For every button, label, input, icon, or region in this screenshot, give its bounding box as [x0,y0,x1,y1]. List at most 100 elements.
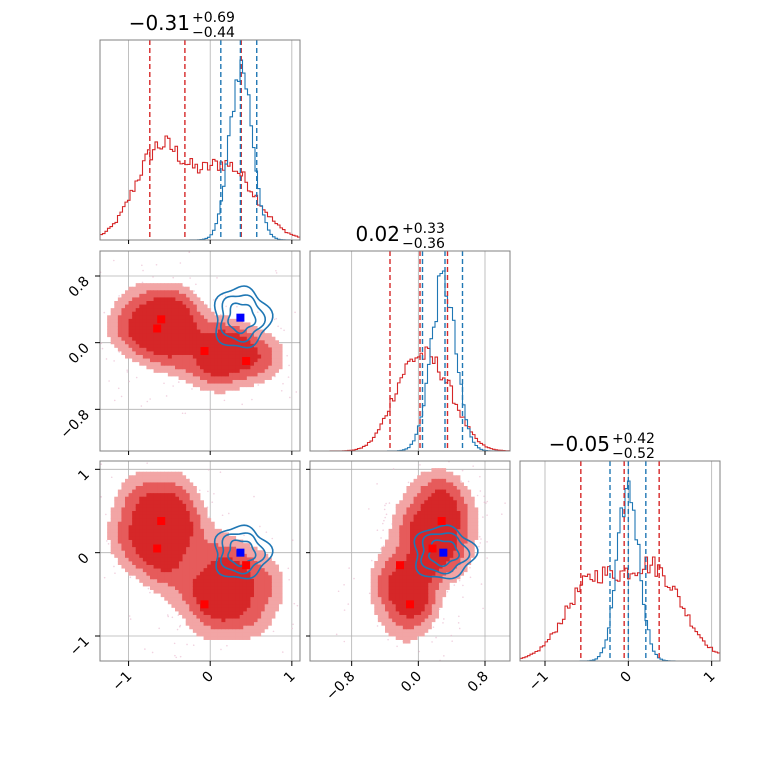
red-density-cell [193,362,197,366]
red-density-cell [125,330,129,334]
red-density-cell [196,315,200,319]
red-density-cell [175,358,179,362]
red-density-cell [254,358,258,362]
red-density-cell [236,347,240,351]
sample-point [177,629,179,631]
red-density-cell [279,590,283,594]
sample-point [256,662,258,664]
sample-point [149,592,151,594]
red-density-cell [139,579,143,583]
red-density-cell [136,561,140,565]
red-density-cell [232,372,236,376]
red-density-cell [186,319,190,323]
red-density-cell [207,387,211,391]
red-density-cell [254,625,258,629]
red-density-cell [186,486,190,490]
red-density-cell [146,287,150,291]
red-density-cell [221,337,225,341]
red-density-cell [175,301,179,305]
red-density-cell [207,355,211,359]
red-density-cell [250,383,254,387]
red-density-cell [154,315,158,319]
red-density-cell [239,383,243,387]
red-density-cell [189,604,193,608]
red-density-cell [150,337,154,341]
red-density-cell [107,333,111,337]
red-density-cell [125,490,129,494]
red-density-cell [150,475,154,479]
red-density-cell [204,554,208,558]
red-density-cell [132,565,136,569]
sample-point [292,623,294,625]
red-density-cell [157,362,161,366]
red-density-cell [129,490,133,494]
title-minus-x: −0.44 [192,25,235,41]
red-density-cell [204,365,208,369]
red-density-cell [168,579,172,583]
red-density-cell [189,572,193,576]
red-density-cell [186,575,190,579]
red-density-cell [157,568,161,572]
red-density-cell [125,543,129,547]
red-density-cell [143,355,147,359]
red-density-cell [221,369,225,373]
red-density-cell [232,625,236,629]
red-density-cell [157,579,161,583]
red-density-cell [186,557,190,561]
sample-point [220,471,222,473]
red-density-cell [111,319,115,323]
red-density-cell [246,383,250,387]
red-density-cell [204,618,208,622]
red-density-cell [218,636,222,640]
red-density-cell [171,479,175,483]
red-density-cell [121,297,125,301]
red-density-cell [246,632,250,636]
red-density-cell [218,372,222,376]
red-density-cell [196,319,200,323]
red-density-cell [193,383,197,387]
red-density-cell [243,351,247,355]
red-density-cell [125,355,129,359]
red-density-cell [211,625,215,629]
red-density-cell [146,572,150,576]
red-density-cell [107,522,111,526]
red-density-cell [171,301,175,305]
red-density-cell [193,622,197,626]
sample-point [288,365,290,367]
red-density-cell [189,600,193,604]
red-density-cell [271,340,275,344]
red-density-cell [132,287,136,291]
title-plus-z: +0.42 [612,431,655,447]
red-density-cell [225,625,229,629]
red-density-cell [232,622,236,626]
red-density-cell [146,308,150,312]
red-density-cell [186,497,190,501]
red-density-cell [161,326,165,330]
red-density-cell [225,330,229,334]
red-density-cell [139,572,143,576]
red-density-cell [146,312,150,316]
red-density-cell [186,618,190,622]
red-density-cell [229,319,233,323]
red-density-cell [200,380,204,384]
red-density-cell [239,543,243,547]
red-density-cell [125,511,129,515]
red-density-cell [243,632,247,636]
red-density-cell [164,337,168,341]
red-density-cell [171,490,175,494]
sample-point [180,262,182,264]
red-density-cell [168,372,172,376]
red-density-cell [175,475,179,479]
red-density-cell [121,507,125,511]
red-density-cell [196,365,200,369]
sample-point [113,566,115,568]
sample-point [174,643,176,645]
red-density-cell [132,301,136,305]
red-density-cell [125,486,129,490]
red-density-cell [200,376,204,380]
sample-point [293,603,295,605]
sample-point [288,376,290,378]
red-density-cell [168,575,172,579]
red-density-cell [239,326,243,330]
red-density-cell [214,358,218,362]
